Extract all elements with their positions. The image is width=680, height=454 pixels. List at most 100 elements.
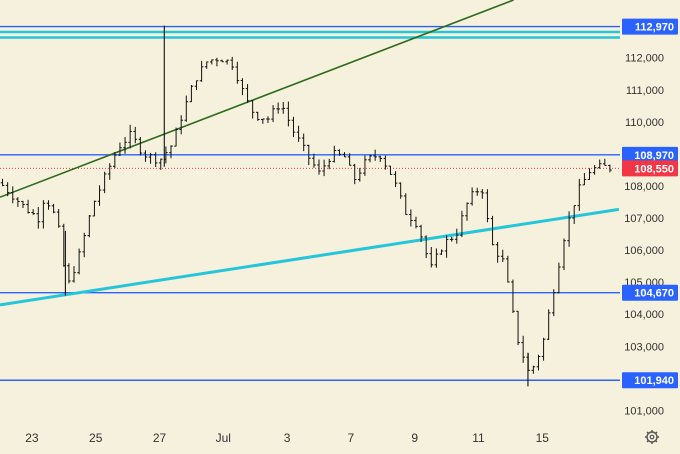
ohlc-bar: [536, 354, 541, 371]
ohlc-bar: [72, 266, 76, 283]
ohlc-bar: [306, 144, 311, 166]
ohlc-bar: [82, 232, 87, 258]
ohlc-bar: [169, 145, 173, 159]
ohlc-bar: [312, 153, 316, 168]
ohlc-bar: [255, 111, 260, 121]
ohlc-bar: [77, 248, 81, 275]
y-tick-label: 101,000: [624, 405, 664, 417]
ohlc-bar: [322, 159, 326, 177]
x-tick-label: 7: [348, 431, 355, 445]
level-price-tag-1-text: 108,970: [634, 150, 674, 162]
ohlc-bar: [485, 189, 490, 223]
ohlc-bar: [21, 200, 25, 209]
ohlc-bar: [266, 116, 270, 123]
ohlc-bar: [261, 118, 265, 124]
ohlc-bar: [414, 216, 418, 229]
ohlc-bar: [567, 211, 571, 247]
ohlc-bar: [332, 145, 337, 163]
level-price-tag-0-bg: [622, 18, 678, 35]
ohlc-bar: [603, 158, 607, 167]
ohlc-bar: [138, 137, 143, 156]
current-price-tag-bg: [622, 160, 678, 177]
ohlc-bar: [158, 158, 163, 170]
ohlc-bar: [153, 152, 158, 168]
ohlc-bar: [439, 249, 444, 255]
ohlc-bar: [409, 209, 413, 227]
ohlc-bar: [434, 248, 439, 268]
ohlc-bar: [118, 142, 122, 157]
level-price-tag-0: 112,970: [622, 18, 678, 35]
ohlc-bar: [455, 228, 459, 244]
ohlc-bar: [240, 78, 245, 96]
ohlc-bar: [393, 171, 398, 188]
x-tick-label: 15: [536, 431, 550, 445]
ohlc-bar: [276, 102, 280, 114]
ohlc-bar: [235, 61, 240, 84]
ohlc-bar: [557, 262, 561, 294]
ohlc-bar: [511, 279, 515, 314]
gear-icon[interactable]: [645, 430, 659, 444]
ohlc-bar: [296, 125, 301, 142]
ohlc-bar: [46, 200, 51, 210]
ohlc-bar: [521, 335, 525, 363]
ohlc-bar: [388, 165, 393, 175]
ohlc-bar: [419, 224, 423, 243]
ohlc-bar: [56, 208, 61, 228]
ohlc-bar: [465, 202, 469, 221]
ohlc-bar: [31, 209, 35, 215]
ohlc-bar: [281, 101, 286, 114]
ohlc-bar: [0, 178, 5, 187]
ohlc-bar: [41, 200, 46, 229]
ohlc-bar: [352, 163, 357, 185]
y-tick-label: 106,000: [624, 245, 664, 257]
ohlc-bar: [179, 115, 183, 135]
ohlc-bar: [551, 289, 556, 317]
ohlc-bar: [587, 168, 592, 180]
ohlc-bar: [516, 310, 520, 346]
y-tick-label: 107,000: [624, 213, 664, 225]
ohlc-bar: [107, 163, 112, 180]
y-tick-label: 111,000: [626, 85, 664, 97]
ohlc-bar: [342, 152, 347, 158]
ohlc-bar: [317, 159, 321, 175]
ohlc-bar: [577, 178, 582, 211]
ohlc-bar: [572, 205, 576, 224]
ohlc-bar: [36, 207, 41, 229]
ohlc-bar: [608, 164, 612, 173]
ohlc-bar: [506, 255, 510, 283]
current-price-tag-text: 108,550: [634, 163, 674, 175]
ohlc-bar: [327, 158, 332, 170]
ohlc-bar: [87, 214, 92, 238]
ohlc-bar: [10, 186, 15, 204]
ohlc-bar: [286, 101, 291, 127]
ohlc-bar: [92, 200, 97, 217]
ohlc-bar: [424, 235, 428, 259]
ohlc-bar: [194, 80, 199, 91]
x-tick-label: 25: [89, 431, 103, 445]
ohlc-bar: [215, 57, 219, 67]
ohlc-bar: [143, 150, 148, 162]
ohlc-bar: [541, 337, 546, 361]
y-tick-label: 108,000: [624, 181, 664, 193]
ohlc-bar: [347, 153, 352, 166]
ohlc-bar: [398, 182, 403, 199]
ohlc-bar: [250, 100, 255, 119]
ohlc-bar: [592, 165, 597, 175]
x-tick-label: 9: [411, 431, 418, 445]
x-tick-label: 23: [25, 431, 39, 445]
x-tick-label: 27: [153, 431, 167, 445]
ohlc-bar: [363, 155, 367, 176]
ohlc-bar: [373, 149, 377, 161]
ohlc-bar: [184, 95, 189, 122]
ohlc-bar: [546, 309, 551, 340]
ohlc-bar: [67, 263, 71, 284]
ohlc-bar: [204, 61, 209, 69]
y-tick-label: 103,000: [624, 341, 664, 353]
trendline-1: [0, 207, 620, 307]
level-price-tag-1: 108,970: [622, 146, 678, 163]
ohlc-bar: [358, 167, 362, 182]
ohlc-bar: [490, 215, 495, 246]
ohlc-bar: [16, 197, 20, 207]
ohlc-bar: [26, 199, 30, 214]
